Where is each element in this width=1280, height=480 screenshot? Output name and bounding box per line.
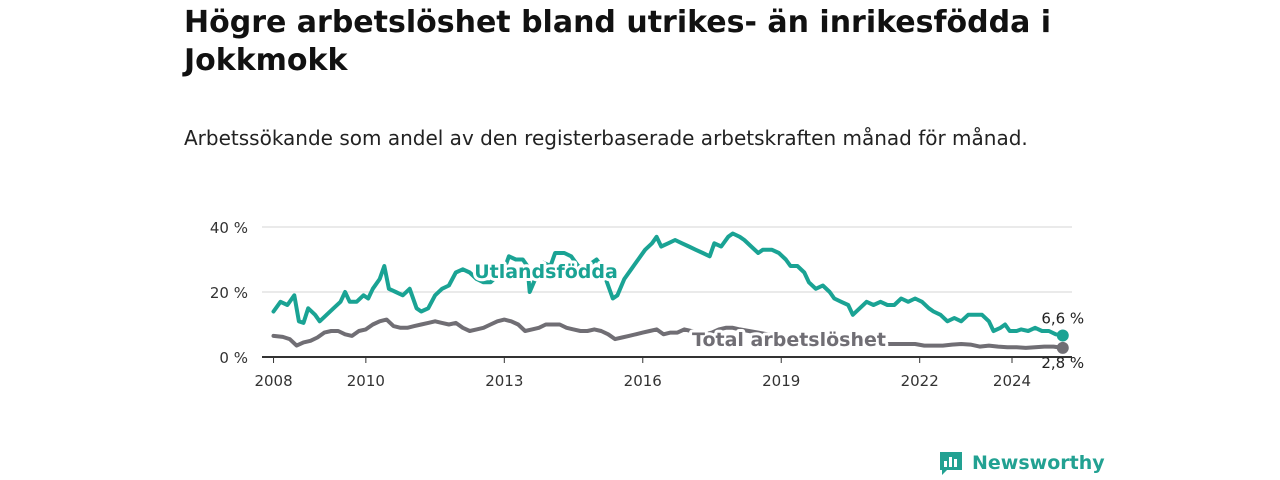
x-tick-label: 2016 — [624, 372, 662, 390]
series-label-halo: Total arbetslöshet — [692, 329, 886, 351]
series-lines — [271, 231, 1069, 354]
x-tick-label: 2008 — [254, 372, 292, 390]
series-end-marker — [1056, 329, 1069, 342]
series-end-value-label: 2,8 % — [1041, 354, 1084, 372]
series-line-utlandsfodda — [271, 231, 1065, 338]
chart-subtitle: Arbetssökande som andel av den registerb… — [184, 126, 1028, 150]
x-tick-label: 2019 — [762, 372, 800, 390]
brand-name: Newsworthy — [972, 452, 1105, 474]
series-end-marker — [1056, 341, 1069, 354]
gridlines — [262, 226, 1072, 358]
y-tick-label: 20 % — [210, 284, 248, 302]
x-tick-label: 2024 — [993, 372, 1031, 390]
newsworthy-brand: Newsworthy — [938, 448, 1105, 478]
series-label: Utlandsfödda — [474, 261, 618, 283]
x-tick-label: 2022 — [901, 372, 939, 390]
x-tick-label: 2010 — [347, 372, 385, 390]
newsworthy-logo-icon — [940, 452, 962, 475]
chart-title: Högre arbetslöshet bland utrikes- än inr… — [184, 5, 1052, 78]
y-axis-ticks: 0 % 20 % 40 % — [210, 219, 248, 367]
y-tick-label: 0 % — [219, 349, 248, 367]
y-tick-label: 40 % — [210, 219, 248, 237]
x-axis-ticks: 2008 2010 2013 2016 2019 2022 2024 — [254, 357, 1031, 390]
series-label-halo: Utlandsfödda — [474, 261, 618, 283]
series-end-value-label: 6,6 % — [1041, 310, 1084, 328]
series-label: Total arbetslöshet — [692, 329, 886, 351]
series-line-total — [271, 317, 1065, 350]
x-tick-label: 2013 — [485, 372, 523, 390]
